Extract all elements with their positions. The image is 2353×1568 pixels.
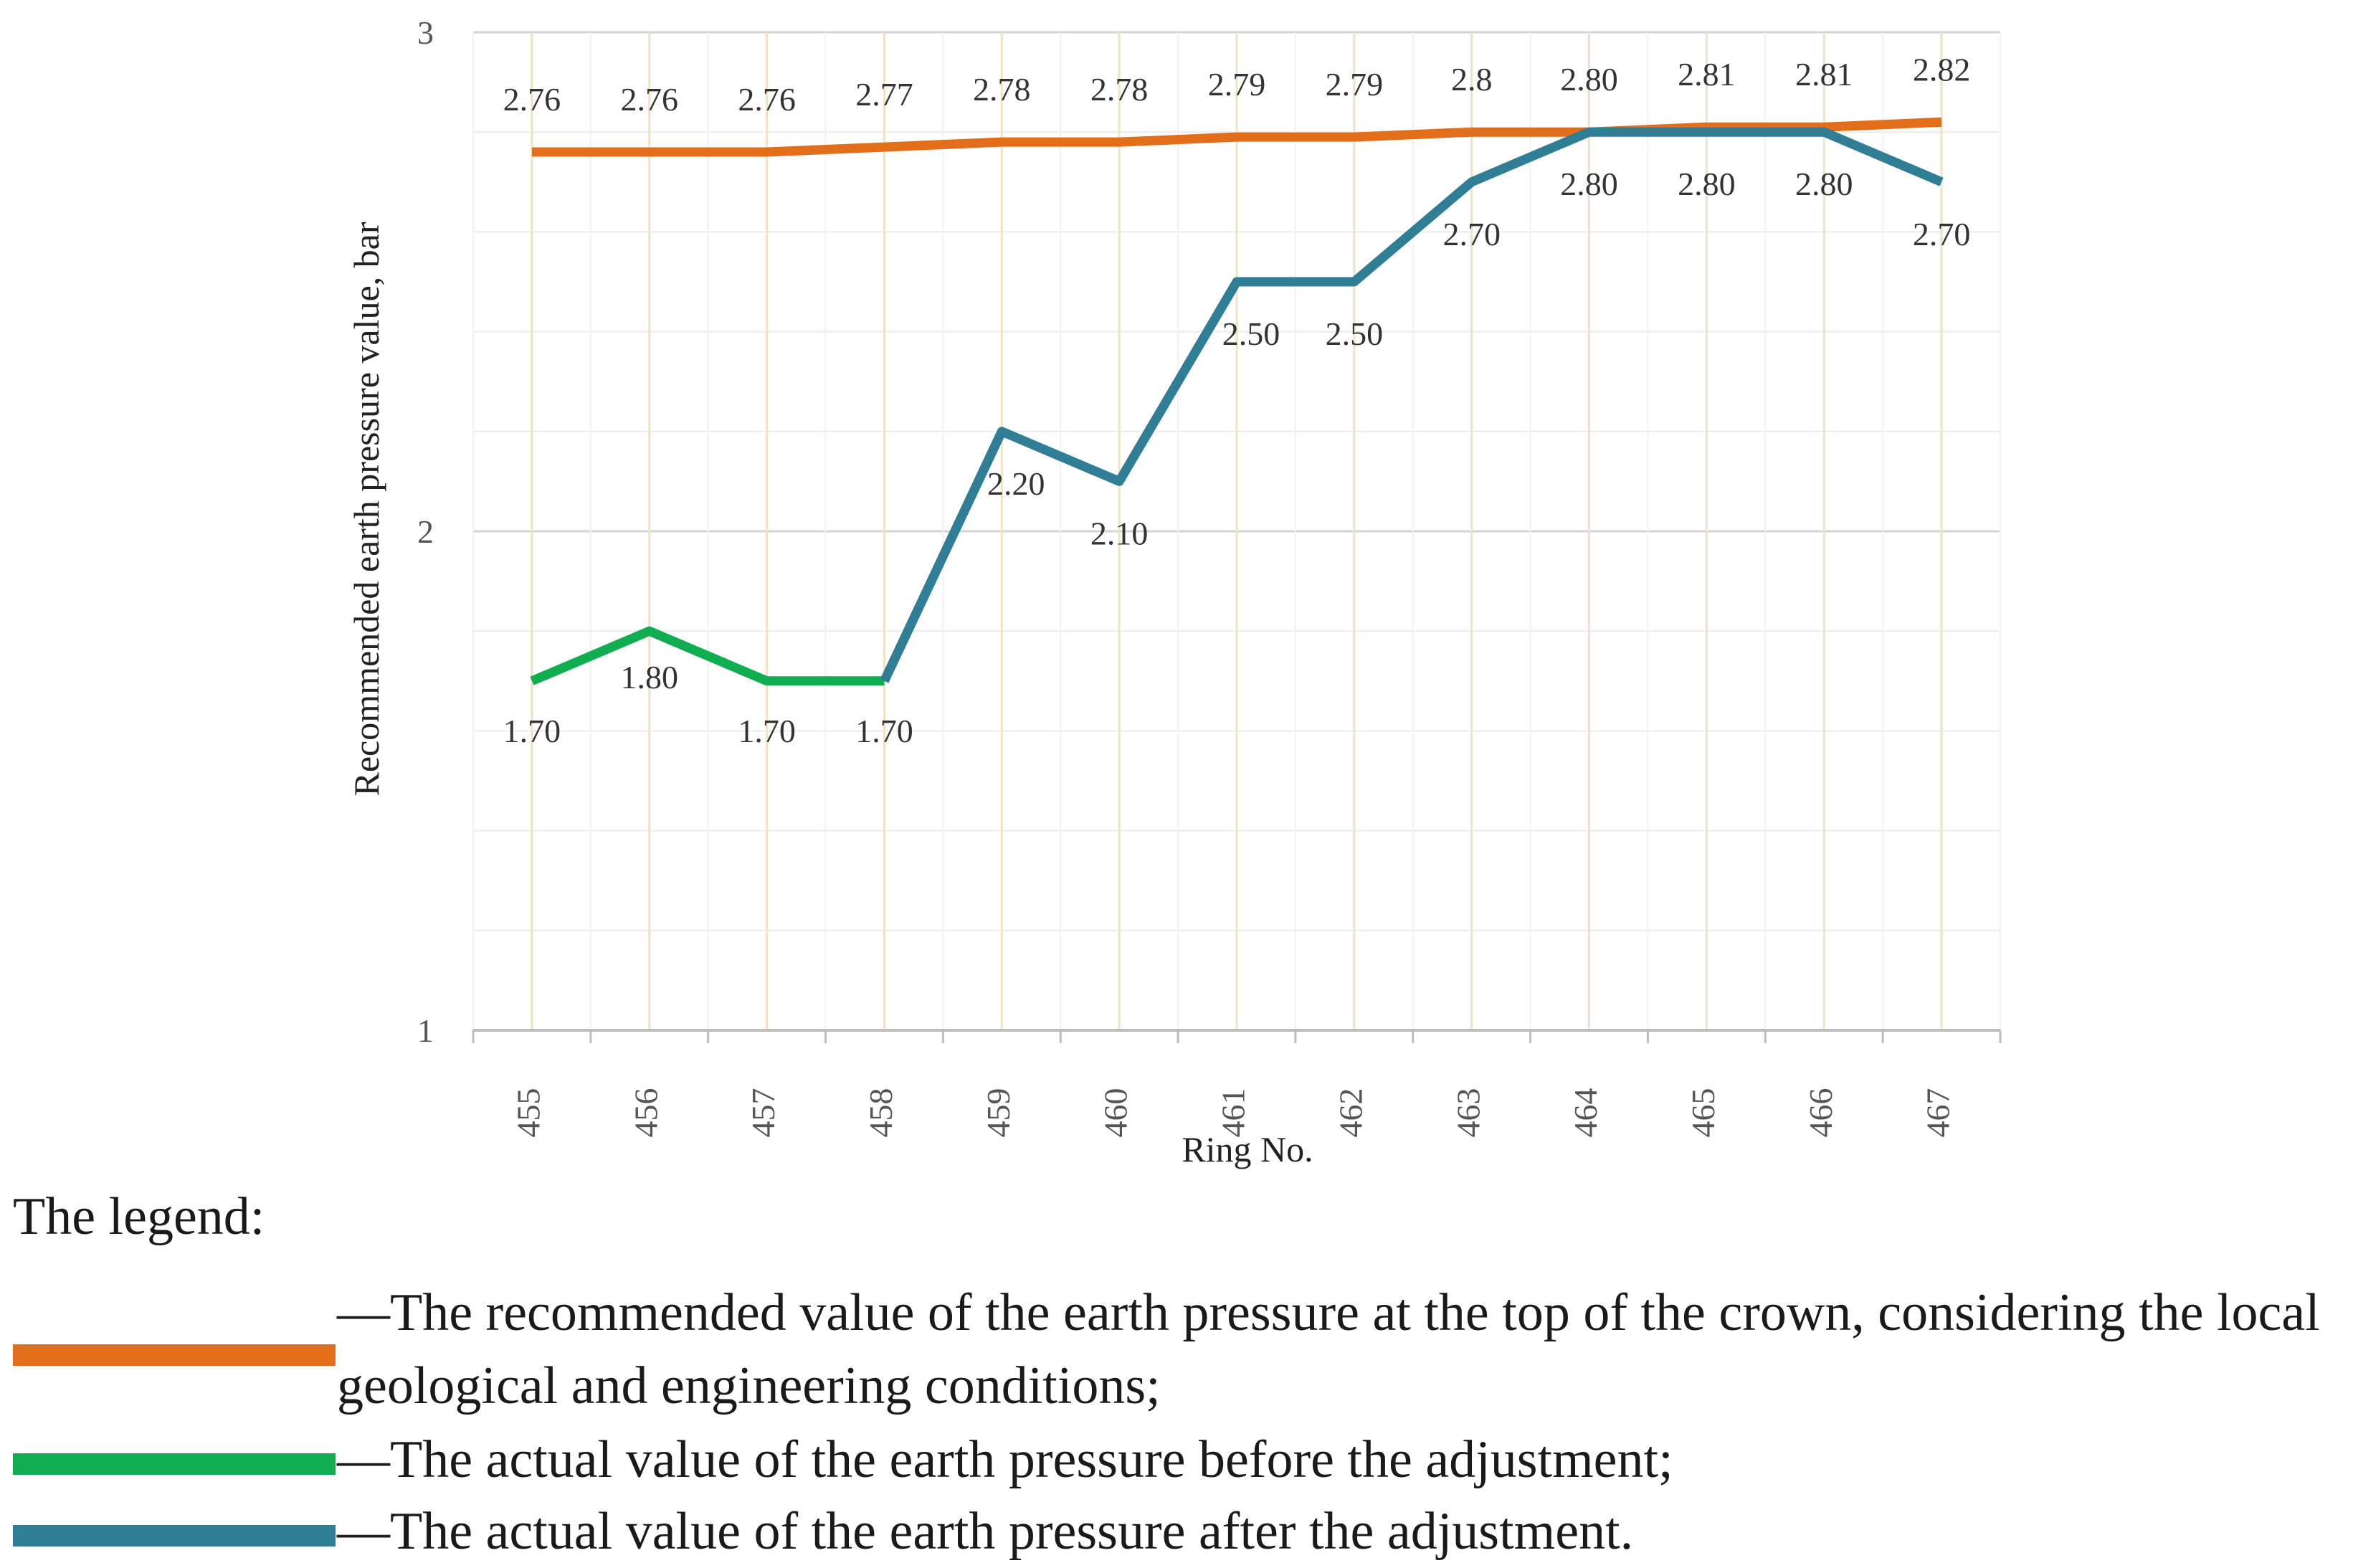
x-tick-label: 459	[980, 1088, 1017, 1138]
data-label-after: 2.70	[1442, 216, 1501, 252]
data-label-recommended: 2.76	[738, 81, 796, 118]
data-label-before: 1.70	[738, 713, 796, 749]
x-tick-label: 463	[1450, 1088, 1486, 1138]
series-line-recommended	[531, 117, 1942, 157]
y-tick-label: 1	[417, 1012, 434, 1049]
data-label-before: 1.70	[855, 713, 913, 749]
y-tick-label: 3	[417, 14, 434, 51]
legend-text-recommended: —The recommended value of the earth pres…	[337, 1283, 2320, 1415]
legend-swatch-orange	[13, 1344, 336, 1366]
line-chart: 1 2 3 455 456 457 458 459 460 461 462 463 464 465 466 4…	[346, 14, 2002, 1169]
x-tick-label: 464	[1567, 1088, 1604, 1138]
data-labels: 2.76 2.76 2.76 2.77 2.78 2.78 2.79 2.79 2.8 2.80 2…	[503, 51, 1971, 749]
data-label-recommended: 2.76	[503, 81, 561, 118]
data-label-recommended: 2.78	[973, 71, 1031, 108]
x-axis-label: Ring No.	[1182, 1129, 1313, 1169]
grid	[472, 31, 2001, 1032]
axes: 1 2 3 455 456 457 458 459 460 461 462 463 464 465 466 4…	[417, 14, 2002, 1138]
data-label-before: 1.80	[621, 659, 679, 695]
x-tick-label: 457	[745, 1088, 781, 1138]
x-tick-label: 455	[510, 1088, 546, 1138]
data-label-recommended: 2.82	[1913, 51, 1971, 87]
data-label-after: 2.80	[1678, 166, 1736, 202]
series-line-after	[880, 127, 1944, 683]
data-label-after: 2.80	[1795, 166, 1853, 202]
x-tick-label: 461	[1215, 1088, 1252, 1138]
data-label-recommended: 2.81	[1678, 56, 1736, 92]
data-label-recommended: 2.79	[1208, 66, 1266, 103]
data-label-after: 2.70	[1913, 216, 1971, 252]
data-label-recommended: 2.79	[1326, 66, 1384, 103]
x-tick-label: 467	[1920, 1088, 1957, 1138]
y-axis-label: Recommended earth pressure value, bar	[346, 222, 386, 796]
data-label-after: 2.50	[1326, 315, 1384, 352]
data-label-after: 2.20	[987, 465, 1045, 502]
x-tick-label: 465	[1685, 1088, 1721, 1138]
data-label-recommended: 2.80	[1560, 61, 1618, 98]
legend-swatch-blue	[13, 1525, 336, 1546]
legend-title: The legend:	[13, 1187, 265, 1246]
data-label-recommended: 2.8	[1451, 61, 1493, 98]
x-tick-label: 462	[1332, 1088, 1369, 1138]
legend-text-before: —The actual value of the earth pressure …	[337, 1430, 1673, 1489]
x-tick-label: 458	[862, 1088, 899, 1138]
data-label-recommended: 2.76	[621, 81, 679, 118]
series-lines	[530, 117, 1944, 686]
data-label-after: 2.50	[1222, 315, 1280, 352]
x-tick-label: 456	[627, 1088, 664, 1138]
data-label-after: 2.80	[1560, 166, 1618, 202]
legend-text-after: —The actual value of the earth pressure …	[337, 1502, 1634, 1561]
x-tick-label: 460	[1098, 1088, 1134, 1138]
data-label-before: 1.70	[503, 713, 561, 749]
data-label-recommended: 2.81	[1795, 56, 1853, 92]
data-label-recommended: 2.77	[855, 76, 913, 113]
data-label-recommended: 2.78	[1090, 71, 1149, 108]
legend-swatch-green	[13, 1453, 336, 1475]
data-label-after: 2.10	[1090, 515, 1149, 551]
series-line-before	[530, 626, 885, 686]
x-tick-label: 466	[1802, 1088, 1839, 1138]
y-tick-label: 2	[417, 513, 434, 550]
